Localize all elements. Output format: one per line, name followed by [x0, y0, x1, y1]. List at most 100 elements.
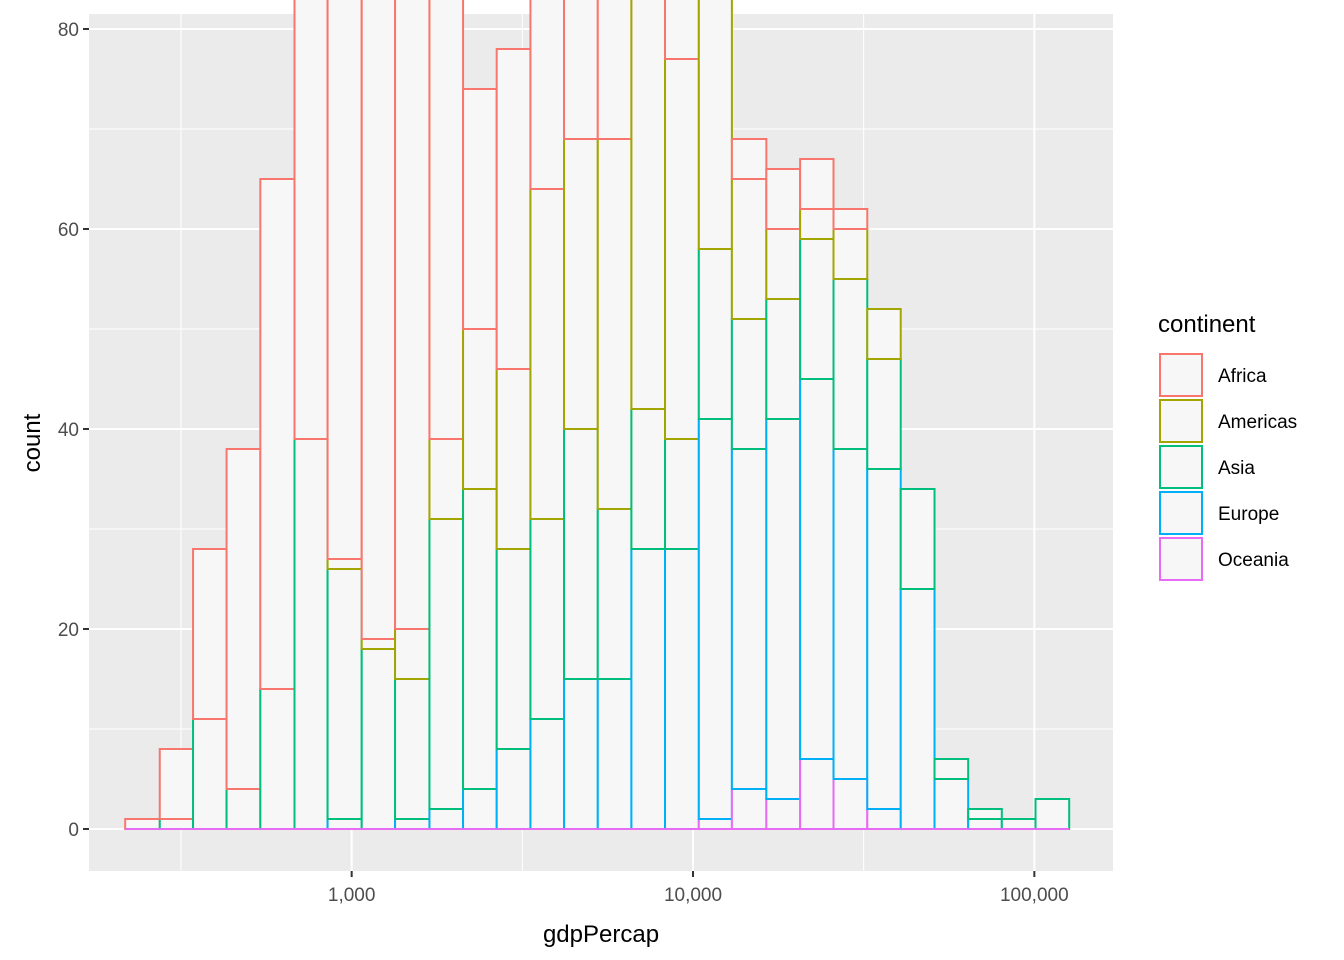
bar-africa — [563, 0, 599, 140]
bar-africa — [730, 138, 768, 180]
bar-europe — [697, 418, 733, 820]
y-tick-label: 20 — [58, 620, 79, 641]
bar-americas — [428, 438, 465, 520]
bar-asia — [899, 488, 936, 590]
bar-americas — [730, 178, 768, 320]
bar-oceania — [799, 758, 835, 830]
bar-europe — [529, 718, 566, 830]
legend-key-africa — [1159, 353, 1203, 397]
bar-africa — [394, 0, 431, 630]
bar-asia — [1000, 818, 1037, 830]
bar-africa — [124, 818, 161, 830]
bar-europe — [596, 678, 633, 830]
legend-key-asia — [1159, 445, 1203, 489]
y-axis: 0 20 40 60 80 — [58, 20, 89, 841]
bar-asia — [697, 248, 733, 420]
bar-asia — [730, 318, 768, 450]
bar-americas — [495, 368, 532, 550]
legend-label-oceania: Oceania — [1218, 550, 1289, 571]
legend-label-americas: Americas — [1218, 412, 1297, 433]
bar-europe — [730, 448, 768, 790]
bar-europe — [495, 748, 532, 830]
bar-europe — [394, 818, 431, 830]
bar-africa — [259, 178, 296, 690]
y-tick-label: 80 — [58, 20, 79, 41]
bar-europe — [933, 778, 970, 830]
bar-europe — [765, 418, 802, 800]
legend-label-africa: Africa — [1218, 366, 1267, 387]
bar-oceania — [832, 778, 869, 830]
legend-key-oceania — [1159, 537, 1203, 581]
bar-africa — [158, 748, 195, 820]
legend-label-asia: Asia — [1218, 458, 1255, 479]
bar-asia — [293, 438, 329, 830]
bar-africa — [462, 88, 498, 330]
bar-oceania — [730, 788, 768, 830]
legend-label-europe: Europe — [1218, 504, 1279, 525]
bar-europe — [866, 468, 902, 810]
bar-africa — [360, 0, 397, 640]
bar-asia — [360, 648, 397, 830]
bar-americas — [596, 138, 633, 510]
x-axis-title: gdpPercap — [543, 921, 659, 948]
y-tick-label: 60 — [58, 220, 79, 241]
bar-asia — [192, 718, 228, 830]
bar-africa — [326, 0, 363, 560]
bar-asia — [630, 408, 667, 550]
bar-asia — [462, 488, 498, 790]
bar-europe — [899, 588, 936, 830]
x-tick-label: 1,000 — [328, 885, 376, 906]
bar-asia — [1034, 798, 1071, 830]
bar-americas — [529, 188, 566, 520]
legend-title: continent — [1158, 311, 1256, 338]
bar-europe — [630, 548, 667, 830]
bar-europe — [664, 548, 700, 830]
y-tick-label: 40 — [58, 420, 79, 441]
bar-africa — [293, 0, 329, 440]
bar-americas — [326, 558, 363, 570]
bar-americas — [664, 58, 700, 440]
bar-asia — [326, 568, 363, 820]
x-tick-label: 10,000 — [664, 885, 722, 906]
bar-africa — [225, 448, 262, 790]
bar-asia — [529, 518, 566, 720]
bar-asia — [832, 278, 869, 450]
bar-asia — [664, 438, 700, 550]
x-tick-label: 100,000 — [1000, 885, 1069, 906]
bar-asia — [765, 298, 802, 420]
bar-oceania — [866, 808, 902, 830]
bar-africa — [529, 0, 566, 190]
bar-europe — [799, 378, 835, 760]
bar-europe — [832, 448, 869, 780]
bar-asia — [225, 788, 262, 830]
bar-americas — [563, 138, 599, 430]
bar-asia — [428, 518, 465, 810]
bar-asia — [158, 818, 195, 830]
bar-oceania — [765, 798, 802, 830]
bar-asia — [933, 758, 970, 780]
legend: continent Africa Americas Asia Europe Oceani… — [1158, 311, 1297, 581]
bar-oceania — [697, 818, 733, 830]
bar-asia — [495, 548, 532, 750]
bar-europe — [326, 818, 363, 830]
bar-asia — [259, 688, 296, 830]
bar-americas — [462, 328, 498, 490]
bar-africa — [192, 548, 228, 720]
legend-key-europe — [1159, 491, 1203, 535]
bar-asia — [866, 358, 902, 470]
bar-asia — [394, 678, 431, 820]
bar-asia — [596, 508, 633, 680]
bar-americas — [866, 308, 902, 360]
bar-africa — [428, 0, 465, 440]
y-tick-label: 0 — [68, 820, 79, 841]
bar-americas — [630, 0, 667, 410]
bar-asia — [967, 808, 1003, 820]
bar-americas — [832, 228, 869, 280]
bar-europe — [428, 808, 465, 830]
bar-americas — [765, 228, 802, 300]
bar-americas — [360, 638, 397, 650]
bar-asia — [563, 428, 599, 680]
bar-europe — [563, 678, 599, 830]
bar-africa — [495, 48, 532, 370]
bar-americas — [799, 208, 835, 240]
